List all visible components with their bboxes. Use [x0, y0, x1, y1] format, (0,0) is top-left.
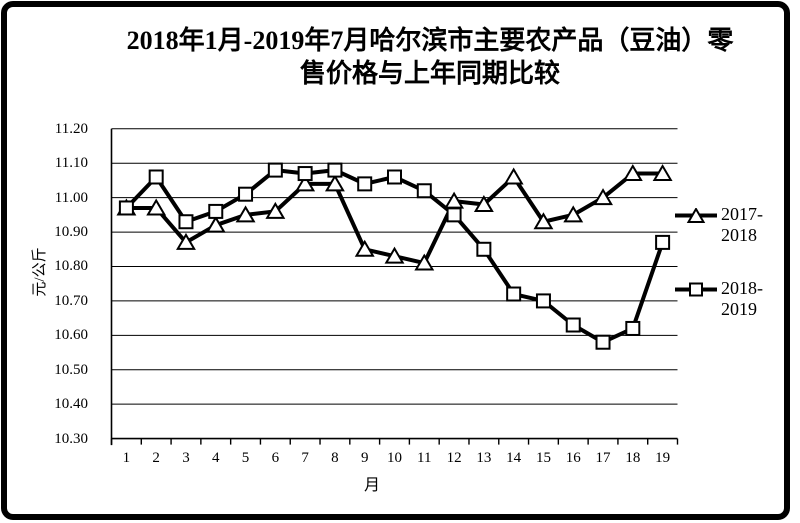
x-tick-label: 16 [565, 450, 581, 466]
y-tick-label: 10.60 [54, 327, 88, 344]
marker-triangle [324, 174, 345, 192]
marker-triangle [593, 188, 613, 206]
x-tick-label: 7 [301, 450, 309, 466]
marker-square [595, 334, 611, 350]
x-tick-label: 9 [360, 450, 369, 466]
marker-square [118, 200, 134, 216]
y-tick-label: 10.80 [54, 258, 88, 275]
y-tick-label: 11.10 [54, 155, 88, 172]
marker-square [416, 183, 432, 199]
marker-triangle [473, 195, 494, 213]
x-tick-label: 2 [152, 450, 160, 466]
y-tick-label: 11.00 [54, 189, 88, 206]
x-axis-title: 月 [363, 477, 380, 494]
marker-triangle [414, 253, 435, 271]
x-tick-label: 11 [417, 450, 432, 466]
marker-triangle [354, 239, 375, 257]
legend-entry-2018-2019: 2018-2019 [674, 278, 781, 320]
legend-square-marker-icon [675, 282, 717, 297]
y-tick-label: 10.30 [54, 430, 88, 447]
chart-title: 2018年1月-2019年7月哈尔滨市主要农产品（豆油）零 售价格与上年同期比较 [60, 24, 800, 90]
marker-square [565, 317, 581, 333]
marker-triangle [146, 198, 167, 216]
x-tick-label: 13 [476, 450, 492, 466]
chart-title-line-1: 2018年1月-2019年7月哈尔滨市主要农产品（豆油）零 [126, 26, 734, 55]
marker-triangle [503, 167, 524, 185]
marker-square [267, 162, 283, 178]
marker-triangle [622, 164, 643, 182]
marker-square [625, 320, 641, 336]
x-tick-label: 4 [212, 450, 220, 466]
y-axis-title: 元/公斤 [32, 247, 48, 297]
marker-square [148, 169, 164, 185]
marker-square [387, 169, 402, 185]
legend-triangle-marker-icon [675, 208, 717, 223]
marker-square [238, 186, 254, 202]
marker-square [655, 234, 671, 250]
x-tick-label: 12 [446, 450, 462, 466]
y-tick-label: 10.90 [54, 224, 88, 241]
marker-square [357, 176, 373, 192]
x-tick-label: 6 [271, 450, 280, 466]
marker-triangle [235, 205, 256, 223]
marker-triangle [295, 174, 316, 192]
x-tick-label: 10 [387, 450, 402, 466]
x-tick-label: 15 [535, 450, 551, 466]
marker-square [446, 207, 462, 223]
marker-triangle [563, 205, 584, 223]
marker-triangle [205, 215, 226, 233]
marker-square [476, 241, 492, 257]
x-tick-label: 18 [625, 450, 641, 466]
y-tick-label: 11.20 [54, 120, 88, 137]
marker-triangle [265, 201, 286, 219]
marker-triangle [176, 232, 196, 250]
x-tick-label: 5 [241, 450, 250, 466]
marker-square [327, 162, 343, 178]
x-tick-label: 3 [182, 450, 190, 466]
marker-triangle [384, 246, 405, 264]
x-tick-label: 1 [122, 450, 131, 466]
legend-entry-2017-2018: 2017-2018 [674, 204, 781, 246]
chart-title-line-2: 售价格与上年同期比较 [299, 59, 560, 88]
x-tick-label: 17 [595, 450, 611, 466]
legend-label-2018-2019: 2018-2019 [721, 278, 763, 319]
y-tick-label: 10.50 [54, 361, 88, 378]
marker-square [535, 293, 551, 309]
marker-square [208, 203, 224, 219]
marker-square [297, 166, 313, 182]
y-tick-label: 10.70 [54, 292, 88, 309]
marker-triangle [533, 212, 554, 230]
marker-square [506, 286, 522, 302]
x-tick-label: 19 [655, 450, 671, 466]
legend-label-2017-2018: 2017-2018 [721, 204, 763, 245]
x-tick-label: 8 [331, 450, 339, 466]
x-tick-label: 14 [506, 450, 522, 466]
marker-triangle [652, 164, 673, 182]
y-tick-label: 10.40 [54, 396, 88, 413]
marker-square [178, 214, 194, 230]
